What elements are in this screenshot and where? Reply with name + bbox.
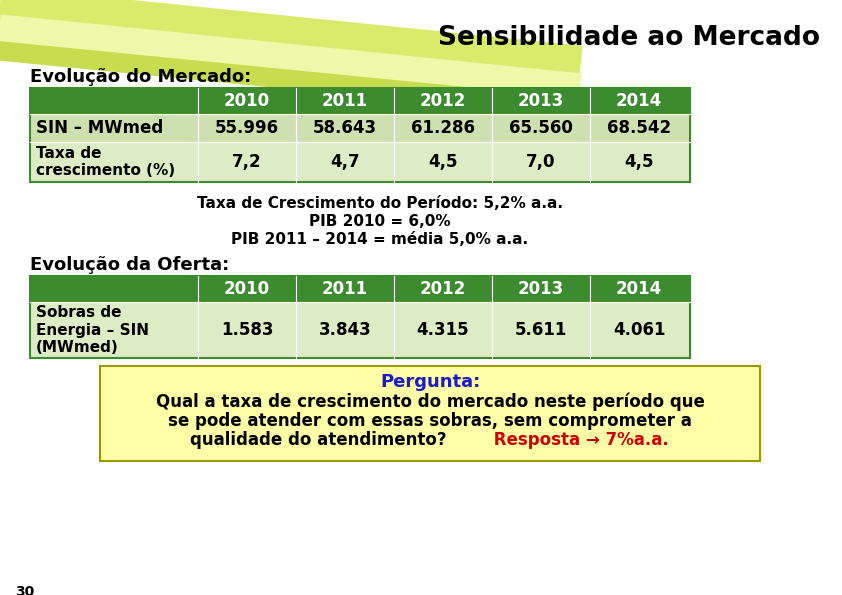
Text: 2014: 2014	[616, 280, 662, 298]
Bar	[30, 302, 690, 358]
Text: Taxa de
crescimento (%): Taxa de crescimento (%)	[36, 146, 175, 178]
Text: 4.061: 4.061	[613, 321, 665, 339]
Text: 2010: 2010	[224, 280, 270, 298]
Text: Evolução do Mercado:: Evolução do Mercado:	[30, 68, 251, 86]
Text: 65.560: 65.560	[509, 119, 573, 137]
Text: 7,0: 7,0	[526, 153, 556, 171]
Bar	[30, 276, 690, 358]
Text: 2010: 2010	[224, 92, 270, 110]
Bar	[30, 276, 690, 302]
Text: 5.611: 5.611	[514, 321, 568, 339]
Bar	[30, 142, 690, 182]
Text: PIB 2010 = 6,0%: PIB 2010 = 6,0%	[309, 214, 450, 229]
Text: Pergunta:: Pergunta:	[380, 373, 480, 391]
Text: Sobras de
Energia – SIN
(MWmed): Sobras de Energia – SIN (MWmed)	[36, 305, 149, 355]
Text: PIB 2011 – 2014 = média 5,0% a.a.: PIB 2011 – 2014 = média 5,0% a.a.	[232, 232, 529, 247]
Text: 61.286: 61.286	[411, 119, 475, 137]
Text: Qual a taxa de crescimento do mercado neste período que: Qual a taxa de crescimento do mercado ne…	[156, 393, 705, 411]
Text: qualidade do atendimento?: qualidade do atendimento?	[190, 431, 446, 449]
Text: Sensibilidade ao Mercado: Sensibilidade ao Mercado	[438, 25, 820, 51]
Text: 68.542: 68.542	[607, 119, 671, 137]
Text: se pode atender com essas sobras, sem comprometer a: se pode atender com essas sobras, sem co…	[168, 412, 692, 430]
Text: SIN – MWmed: SIN – MWmed	[36, 119, 163, 137]
Bar	[100, 366, 760, 461]
Text: 4,5: 4,5	[624, 153, 653, 171]
Text: 2012: 2012	[420, 280, 466, 298]
Bar	[30, 114, 690, 142]
Text: 1.583: 1.583	[221, 321, 274, 339]
Text: 4,5: 4,5	[429, 153, 458, 171]
Text: 7,2: 7,2	[232, 153, 262, 171]
Text: 55.996: 55.996	[215, 119, 279, 137]
Text: 2011: 2011	[322, 280, 368, 298]
Text: 4.315: 4.315	[417, 321, 469, 339]
Text: 2013: 2013	[518, 92, 564, 110]
Text: 2013: 2013	[518, 280, 564, 298]
Text: Taxa de Crescimento do Período: 5,2% a.a.: Taxa de Crescimento do Período: 5,2% a.a…	[197, 196, 563, 211]
Text: 2014: 2014	[616, 92, 662, 110]
Text: 30: 30	[15, 585, 35, 595]
Text: Evolução da Oferta:: Evolução da Oferta:	[30, 256, 229, 274]
Bar	[30, 88, 690, 114]
Text: Resposta → 7%a.a.: Resposta → 7%a.a.	[488, 431, 669, 449]
Text: 4,7: 4,7	[330, 153, 360, 171]
Text: 58.643: 58.643	[313, 119, 377, 137]
Bar	[30, 88, 690, 182]
Text: 2012: 2012	[420, 92, 466, 110]
Text: 2011: 2011	[322, 92, 368, 110]
Text: 3.843: 3.843	[318, 321, 371, 339]
